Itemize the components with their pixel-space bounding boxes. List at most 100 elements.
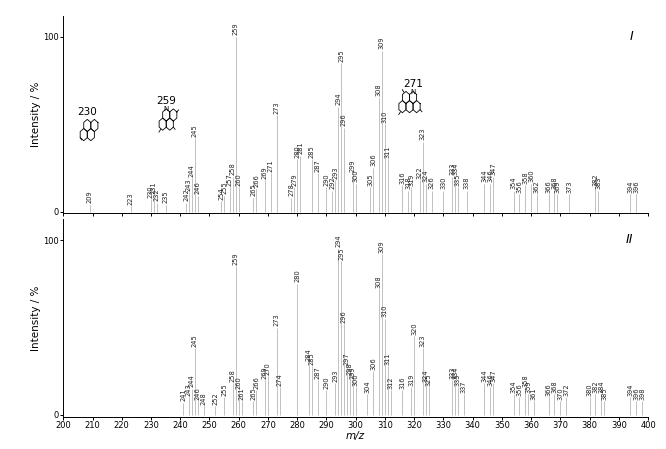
Text: 243: 243	[186, 383, 192, 396]
Text: 338: 338	[464, 176, 470, 189]
Text: N: N	[410, 89, 416, 95]
Text: 310: 310	[382, 110, 388, 123]
Text: 269: 269	[262, 366, 268, 379]
Text: 255: 255	[221, 383, 227, 396]
Text: 296: 296	[341, 310, 347, 323]
Text: 366: 366	[545, 180, 551, 193]
Text: 308: 308	[376, 84, 382, 97]
Y-axis label: Intensity / %: Intensity / %	[31, 285, 41, 351]
Text: 287: 287	[314, 366, 320, 379]
Text: 324: 324	[423, 170, 429, 182]
Text: 280: 280	[294, 270, 300, 282]
Text: 273: 273	[274, 313, 280, 326]
Text: 241: 241	[180, 389, 186, 401]
Text: 285: 285	[309, 145, 315, 158]
Text: 258: 258	[230, 163, 236, 175]
Text: 260: 260	[236, 173, 242, 185]
Text: 370: 370	[557, 387, 563, 400]
Text: 260: 260	[236, 376, 242, 389]
Text: 261: 261	[238, 387, 244, 400]
Text: 384: 384	[598, 380, 604, 392]
Text: 325: 325	[426, 373, 432, 386]
Text: 271: 271	[403, 79, 423, 89]
Text: 295: 295	[338, 247, 344, 260]
Text: 235: 235	[163, 190, 168, 203]
Text: 231: 231	[151, 182, 157, 194]
Text: 284: 284	[306, 348, 312, 361]
Text: 270: 270	[265, 362, 271, 375]
Text: 265: 265	[250, 183, 256, 196]
Text: 334: 334	[452, 163, 458, 175]
Text: 359: 359	[525, 380, 531, 392]
Text: 383: 383	[595, 176, 601, 189]
Text: 280: 280	[294, 145, 300, 158]
Text: 300: 300	[352, 373, 359, 386]
Text: 273: 273	[274, 101, 280, 114]
Y-axis label: Intensity / %: Intensity / %	[31, 82, 41, 147]
Text: 394: 394	[627, 383, 633, 396]
Text: 305: 305	[367, 173, 373, 185]
Text: 271: 271	[268, 159, 274, 172]
Text: 366: 366	[545, 383, 551, 396]
Text: 292: 292	[329, 176, 335, 189]
Text: 382: 382	[592, 173, 598, 185]
Text: 299: 299	[350, 366, 356, 379]
Text: 344: 344	[482, 170, 488, 182]
Text: 369: 369	[554, 180, 560, 193]
Text: 368: 368	[551, 380, 557, 392]
Text: 311: 311	[385, 352, 391, 365]
Text: 246: 246	[194, 387, 200, 400]
Text: 358: 358	[522, 171, 528, 184]
Text: 354: 354	[511, 176, 517, 189]
Text: 245: 245	[192, 335, 198, 347]
Text: 274: 274	[276, 373, 282, 386]
Text: 298: 298	[347, 362, 353, 375]
Text: N: N	[163, 106, 168, 112]
Text: 347: 347	[490, 370, 496, 382]
Text: 319: 319	[408, 373, 414, 386]
Text: 344: 344	[482, 370, 488, 382]
Text: 398: 398	[639, 387, 645, 400]
Text: 269: 269	[262, 166, 268, 179]
Text: 333: 333	[449, 163, 455, 175]
Text: 306: 306	[370, 357, 376, 370]
Text: 316: 316	[400, 377, 406, 389]
Text: 316: 316	[400, 172, 406, 184]
Text: 295: 295	[338, 49, 344, 62]
Text: 396: 396	[633, 180, 639, 193]
Text: 361: 361	[531, 387, 537, 400]
Text: 360: 360	[528, 170, 534, 182]
Text: 326: 326	[429, 176, 435, 189]
Text: 265: 265	[250, 387, 256, 400]
Text: 246: 246	[194, 182, 200, 194]
Text: 293: 293	[332, 370, 338, 382]
Text: 294: 294	[335, 235, 341, 247]
Text: 306: 306	[370, 154, 376, 167]
Text: 244: 244	[189, 164, 195, 177]
Text: 259: 259	[157, 96, 176, 106]
Text: 354: 354	[511, 380, 517, 392]
Text: 290: 290	[324, 173, 330, 185]
Text: 346: 346	[487, 170, 493, 182]
Text: 297: 297	[344, 352, 350, 365]
Text: 346: 346	[487, 373, 493, 386]
Text: 279: 279	[291, 173, 297, 185]
Text: 299: 299	[350, 159, 356, 172]
Text: 310: 310	[382, 305, 388, 317]
X-axis label: m/z: m/z	[346, 431, 365, 441]
Text: 337: 337	[461, 380, 467, 392]
Text: 322: 322	[417, 166, 423, 179]
Text: 335: 335	[455, 373, 461, 386]
Text: 257: 257	[227, 173, 233, 185]
Text: 254: 254	[218, 187, 224, 200]
Text: 230: 230	[77, 107, 97, 117]
Text: 334: 334	[452, 366, 458, 379]
Text: 304: 304	[364, 380, 370, 392]
Text: 296: 296	[341, 114, 347, 126]
Text: 281: 281	[297, 141, 303, 154]
Text: 373: 373	[566, 180, 572, 193]
Text: 320: 320	[411, 322, 417, 335]
Text: 293: 293	[332, 166, 338, 179]
Text: 335: 335	[455, 173, 461, 185]
Text: 259: 259	[233, 252, 239, 265]
